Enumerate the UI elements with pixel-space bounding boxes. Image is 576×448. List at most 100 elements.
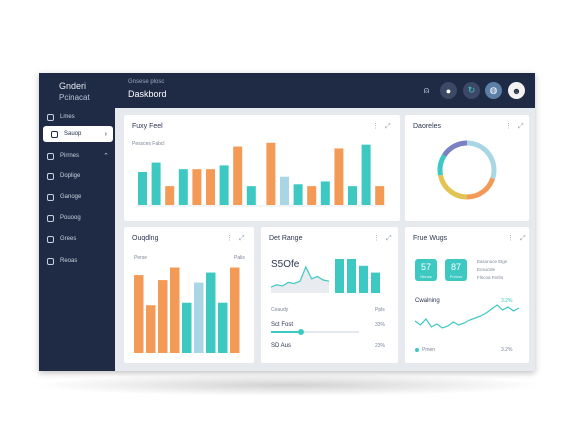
bar (194, 282, 204, 353)
tag-left: Perse (134, 255, 148, 261)
settings-icon (47, 193, 54, 201)
card-title: Daoreles (413, 123, 442, 130)
more-icon[interactable]: ⋮ ⤢ (372, 123, 393, 130)
box-icon (51, 130, 58, 138)
stat-badge-1: 57 Nhnas (415, 259, 437, 281)
legend-dot (415, 348, 419, 352)
sidebar-item-6[interactable]: Pouoog (39, 210, 115, 226)
bar (219, 165, 229, 205)
card-frue-wugs: Frue Wugs ⋮ ⤢ 57 Nhnas 87 Pomos Easonoce… (405, 227, 529, 363)
more-icon[interactable]: ⋮ ⤢ (507, 235, 528, 242)
card-title: Det Range (269, 235, 303, 242)
app-window: Gnderi Pcinacat Lmes Sauop › Pirrnes ⌃ D… (39, 73, 535, 371)
row-value: Ppls (375, 307, 385, 313)
sidebar-item-label: Pouoog (60, 215, 81, 221)
note-line-2: Ecsucsle (477, 267, 496, 272)
sidebar-item-active[interactable]: Sauop › (43, 126, 113, 142)
sidebar-item-5[interactable]: Ganoge (39, 189, 115, 205)
stat-label: Pomos (449, 274, 463, 279)
bell-icon[interactable]: ⍝ (423, 85, 430, 95)
area-chart-det-range (270, 259, 380, 293)
bar (307, 186, 317, 205)
progress-fill (271, 331, 301, 333)
row-label: Cwalning (415, 298, 440, 304)
page-title: Daskbord (128, 89, 167, 99)
folder-icon (47, 235, 54, 243)
bar (146, 305, 156, 353)
avatar[interactable]: ☻ (508, 82, 525, 99)
top-header: Gnsese plosc Daskbord ⍝ ● ↻ ◍ ☻ (115, 73, 535, 108)
app-shadow (30, 374, 546, 396)
stat-badge-2: 87 Pomos (445, 259, 467, 281)
card-det-range: Det Range ⋮ ⤢ S5Ofe Ceaudy Ppls Sct Fost… (261, 227, 398, 363)
donut-slice (438, 174, 468, 200)
sidebar-item-4[interactable]: Doplige (39, 168, 115, 184)
sidebar-item-label: Pirrnes (60, 153, 80, 159)
bar (230, 267, 240, 353)
area-line (270, 265, 330, 288)
area-fill (271, 267, 329, 293)
globe-icon[interactable]: ◍ (485, 82, 502, 99)
more-icon[interactable]: ⋮ ⤢ (505, 123, 526, 130)
bar (206, 272, 216, 353)
bar (246, 186, 256, 205)
progress-handle[interactable] (298, 329, 305, 335)
bar (182, 302, 192, 353)
bar (348, 186, 357, 205)
row-label: Ceaudy (271, 307, 289, 313)
refresh-icon[interactable]: ↻ (463, 82, 480, 99)
donut-slice (466, 177, 496, 200)
more-icon[interactable]: ⋮ ⤢ (373, 235, 394, 242)
card-title: Frue Wugs (413, 235, 448, 242)
bar (347, 259, 356, 293)
card-title: Ouqdlng (132, 235, 159, 242)
donut-slice (442, 140, 468, 157)
brand: Gnderi Pcinacat (59, 81, 90, 103)
row-value: 33% (375, 322, 386, 328)
sidebar-item-8[interactable]: Reoas (39, 253, 115, 269)
bar (170, 267, 180, 353)
calendar-icon (47, 152, 54, 160)
bar (280, 176, 289, 205)
card-outgoing: Ouqdlng ⋮ ⤢ Perse Palis (124, 227, 254, 363)
card-title: Fuxy Feel (132, 123, 163, 130)
sidebar-item-label: Sauop (64, 131, 82, 137)
bar (192, 169, 202, 205)
bar (361, 144, 371, 205)
bar (359, 265, 368, 293)
card-donut: Daoreles ⋮ ⤢ (405, 115, 529, 221)
bar (371, 272, 380, 293)
sidebar-item-home[interactable]: Lmes (39, 109, 115, 125)
bar (334, 148, 344, 205)
kpi-value: S5Ofe (271, 259, 300, 270)
user-badge-icon[interactable]: ● (440, 82, 457, 99)
bar (206, 169, 215, 205)
bar (266, 142, 276, 205)
chevron-up-icon: ⌃ (103, 153, 109, 160)
stat-value: 57 (420, 262, 431, 272)
more-icon[interactable]: ⋮ ⤢ (226, 235, 247, 242)
bar-chart-fuxy-feel (136, 142, 386, 207)
dot-value: 3.2% (501, 347, 513, 353)
bar (151, 162, 161, 205)
row-value: 23% (375, 343, 386, 349)
bar (335, 259, 344, 293)
series-line (414, 304, 520, 329)
brand-title: Gnderi (59, 81, 87, 91)
bar (178, 169, 188, 205)
home-icon (47, 113, 54, 121)
note-line-1: Easonoce Elgs (477, 259, 508, 264)
progress-track (271, 329, 359, 335)
row-value: 3.2% (501, 298, 513, 304)
brand-subtitle: Pcinacat (59, 93, 90, 102)
donut-slice (437, 154, 447, 176)
header-subtitle: Gnsese plosc (128, 79, 165, 85)
sidebar-item-7[interactable]: Grees (39, 231, 115, 247)
line-chart-frue-wugs (414, 304, 520, 329)
bar (165, 186, 175, 205)
dot-label: Pmen (422, 347, 436, 353)
tag-right: Palis (234, 255, 245, 261)
stat-value: 87 (450, 262, 461, 272)
sidebar-item-3[interactable]: Pirrnes ⌃ (39, 148, 115, 164)
donut-chart (437, 140, 497, 200)
